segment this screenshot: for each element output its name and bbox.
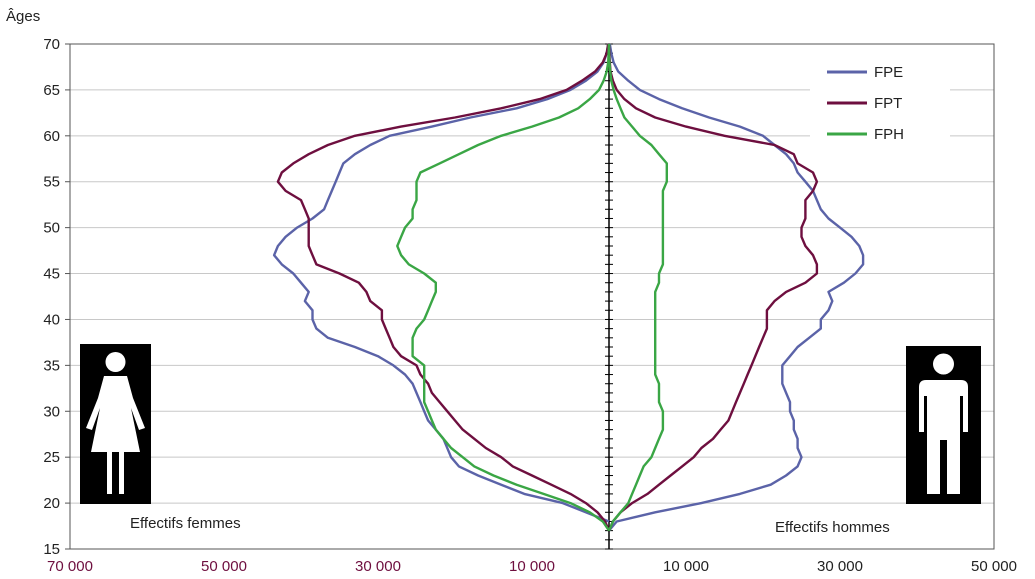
y-tick-label: 40	[43, 311, 60, 328]
x-tick-label-right: 10 000	[663, 558, 709, 575]
x-tick-label-left: 70 000	[47, 558, 93, 575]
y-tick-label: 45	[43, 266, 60, 283]
x-axis-ticks: 70 000 50 000 30 000 10 000 10 000 30 000 50 0…	[47, 558, 1017, 575]
y-axis-ticks: 15 20 25 30 35 40 45 50 55 60 65 70	[43, 36, 70, 558]
legend: FPE FPT FPH	[810, 52, 950, 156]
center-axis	[605, 44, 613, 549]
legend-label-fpe: FPE	[874, 64, 903, 81]
x-tick-label-left: 10 000	[509, 558, 555, 575]
y-axis-label: Âges	[6, 8, 40, 25]
x-tick-label-right: 30 000	[817, 558, 863, 575]
y-tick-label: 15	[43, 541, 60, 558]
y-tick-label: 25	[43, 449, 60, 466]
y-tick-label: 20	[43, 495, 60, 512]
y-tick-label: 65	[43, 82, 60, 99]
left-side-label: Effectifs femmes	[130, 515, 241, 532]
x-tick-label-right: 50 000	[971, 558, 1017, 575]
y-tick-label: 55	[43, 174, 60, 191]
x-tick-label-left: 50 000	[201, 558, 247, 575]
male-icon	[906, 346, 981, 504]
legend-label-fpt: FPT	[874, 95, 902, 112]
y-tick-label: 35	[43, 357, 60, 374]
x-tick-label-left: 30 000	[355, 558, 401, 575]
y-tick-label: 50	[43, 220, 60, 237]
series-fpe-female	[274, 44, 609, 522]
female-icon	[80, 344, 151, 504]
y-tick-label: 60	[43, 128, 60, 145]
right-side-label: Effectifs hommes	[775, 519, 890, 536]
y-tick-label: 70	[43, 36, 60, 53]
legend-label-fph: FPH	[874, 126, 904, 143]
y-tick-label: 30	[43, 403, 60, 420]
